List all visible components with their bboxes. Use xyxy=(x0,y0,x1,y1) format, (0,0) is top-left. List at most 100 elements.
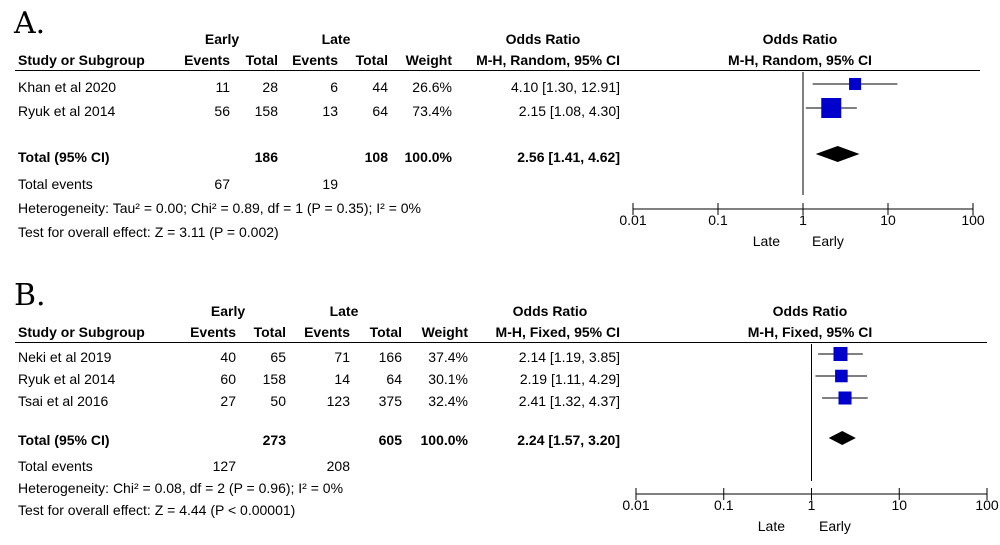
or-method-header: M-H, Fixed, 95% CI xyxy=(495,324,620,340)
or-title-header: Odds Ratio xyxy=(505,31,581,47)
or-title-header: Odds Ratio xyxy=(512,303,588,319)
study-total2: 64 xyxy=(386,371,402,387)
x-tick-label: 100 xyxy=(975,497,999,513)
forest-plot-graphic-b: 0.01 0.1 1 10 100 Late Early xyxy=(622,344,999,534)
total-label: Total (95% CI) xyxy=(18,149,110,165)
study-events2: 123 xyxy=(326,393,350,409)
total-or-ci: 2.24 [1.57, 3.20] xyxy=(517,432,620,448)
total-events-label: Total events xyxy=(18,176,93,192)
study-total2: 64 xyxy=(372,103,388,119)
total-total2: 605 xyxy=(378,432,402,448)
study-events2: 14 xyxy=(334,371,350,387)
study-events1: 56 xyxy=(214,103,230,119)
study-total1: 65 xyxy=(270,349,286,365)
study-or-ci: 2.14 [1.19, 3.85] xyxy=(518,349,620,365)
study-total1: 158 xyxy=(254,103,278,119)
total-weight: 100.0% xyxy=(420,432,468,448)
study-events2: 13 xyxy=(322,103,338,119)
study-column-header: Study or Subgroup xyxy=(18,324,145,340)
study-or-ci: 2.19 [1.11, 4.29] xyxy=(519,371,620,387)
study-events2: 71 xyxy=(334,349,350,365)
study-or-ci: 2.15 [1.08, 4.30] xyxy=(518,103,620,119)
forest-plot-b: B. Early Late Odds Ratio Odds Ratio Stud… xyxy=(0,272,1000,542)
events1-header: Events xyxy=(190,324,236,340)
overall-effect-text: Test for overall effect: Z = 4.44 (P < 0… xyxy=(18,502,296,518)
x-tick-label: 0.1 xyxy=(714,497,734,513)
x-tick-label: 10 xyxy=(891,497,907,513)
pooled-diamond xyxy=(815,146,860,162)
favours-right-label: Early xyxy=(812,233,844,249)
study-total2: 166 xyxy=(378,349,402,365)
total-events-label: Total events xyxy=(18,458,93,474)
study-total1: 28 xyxy=(262,79,278,95)
total-weight: 100.0% xyxy=(404,149,452,165)
events2-header: Events xyxy=(292,52,338,68)
x-tick-label: 10 xyxy=(880,212,896,228)
study-name: Neki et al 2019 xyxy=(18,349,112,365)
x-tick-label: 100 xyxy=(961,212,985,228)
panel-label-a: A. xyxy=(14,6,46,41)
weight-header: Weight xyxy=(421,324,468,340)
total-events2: 208 xyxy=(326,458,350,474)
x-tick-label: 1 xyxy=(799,212,807,228)
overall-effect-text: Test for overall effect: Z = 3.11 (P = 0… xyxy=(18,224,279,240)
study-events2: 6 xyxy=(330,79,338,95)
study-marker xyxy=(838,391,852,405)
x-tick-label: 0.01 xyxy=(622,497,649,513)
heterogeneity-text: Heterogeneity: Chi² = 0.08, df = 2 (P = … xyxy=(18,480,344,496)
study-total2: 44 xyxy=(372,79,388,95)
study-total1: 158 xyxy=(262,371,286,387)
study-or-ci: 4.10 [1.30, 12.91] xyxy=(511,79,620,95)
plot-title: Odds Ratio xyxy=(762,31,838,47)
total-total2: 108 xyxy=(364,149,388,165)
weight-header: Weight xyxy=(405,52,452,68)
study-name: Ryuk et al 2014 xyxy=(18,103,116,119)
study-total2: 375 xyxy=(378,393,402,409)
total-or-ci: 2.56 [1.41, 4.62] xyxy=(517,149,620,165)
study-events1: 11 xyxy=(215,79,230,95)
study-name: Khan et al 2020 xyxy=(18,79,117,95)
total-events2: 19 xyxy=(322,176,338,192)
study-events1: 40 xyxy=(220,349,236,365)
favours-left-label: Late xyxy=(753,233,780,249)
header-rule xyxy=(15,70,980,71)
total-total1: 186 xyxy=(254,149,278,165)
x-tick-label: 0.1 xyxy=(708,212,728,228)
study-events1: 60 xyxy=(220,371,236,387)
study-weight: 32.4% xyxy=(428,393,468,409)
or-method-header: M-H, Random, 95% CI xyxy=(476,52,620,68)
group1-header: Early xyxy=(210,303,246,319)
study-weight: 30.1% xyxy=(428,371,468,387)
total-events1: 127 xyxy=(212,458,236,474)
study-marker xyxy=(821,98,842,118)
group2-header: Late xyxy=(329,303,359,319)
total1-header: Total xyxy=(253,324,286,340)
forest-plot-a: A. Early Late Odds Ratio Odds Ratio Stud… xyxy=(0,0,1000,270)
study-marker xyxy=(833,347,848,361)
study-column-header: Study or Subgroup xyxy=(18,52,145,68)
favours-right-label: Early xyxy=(819,518,851,534)
study-events1: 27 xyxy=(220,393,236,409)
study-total1: 50 xyxy=(270,393,286,409)
study-name: Tsai et al 2016 xyxy=(18,393,109,409)
total-label: Total (95% CI) xyxy=(18,432,110,448)
total2-header: Total xyxy=(355,52,388,68)
total1-header: Total xyxy=(245,52,278,68)
study-weight: 73.4% xyxy=(412,103,452,119)
events2-header: Events xyxy=(304,324,350,340)
study-weight: 37.4% xyxy=(428,349,468,365)
study-marker xyxy=(835,369,848,383)
favours-left-label: Late xyxy=(758,518,785,534)
plot-method: M-H, Random, 95% CI xyxy=(728,52,872,68)
study-marker xyxy=(849,77,862,91)
heterogeneity-text: Heterogeneity: Tau² = 0.00; Chi² = 0.89,… xyxy=(18,200,421,216)
group2-header: Late xyxy=(321,31,351,47)
plot-title: Odds Ratio xyxy=(772,303,848,319)
total-total1: 273 xyxy=(262,432,286,448)
pooled-diamond xyxy=(828,431,856,445)
plot-method: M-H, Fixed, 95% CI xyxy=(747,324,873,340)
x-tick-label: 0.01 xyxy=(619,212,646,228)
events1-header: Events xyxy=(184,52,230,68)
total2-header: Total xyxy=(369,324,402,340)
header-rule xyxy=(15,342,987,343)
